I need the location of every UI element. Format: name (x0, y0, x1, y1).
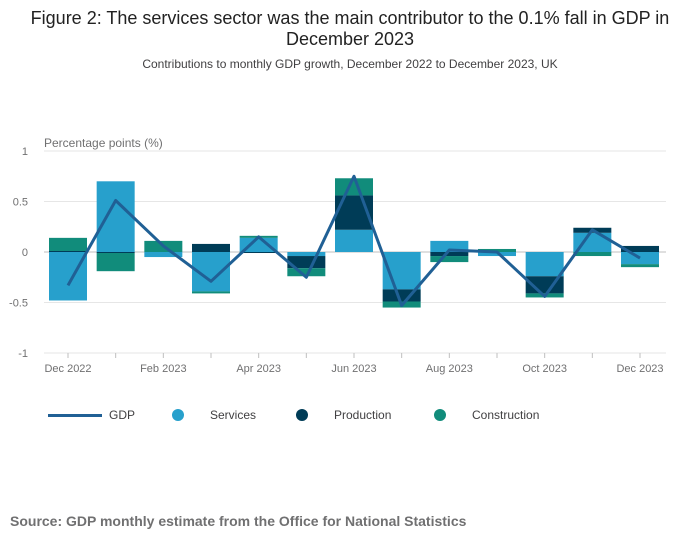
bar-construction (49, 237, 87, 251)
bar-construction (335, 178, 373, 196)
bar-services (96, 181, 135, 252)
bar-services (287, 252, 326, 257)
source-note: Source: GDP monthly estimate from the Of… (10, 513, 467, 529)
y-tick-label: 0.5 (13, 197, 28, 209)
chart-subtitle: Contributions to monthly GDP growth, Dec… (142, 57, 558, 71)
chart-title: Figure 2: The services sector was the ma… (30, 8, 670, 49)
legend-label-production: Production (334, 408, 392, 422)
x-tick-label: Dec 2022 (44, 363, 91, 375)
bar-production (430, 252, 469, 257)
x-tick-label: Oct 2023 (522, 363, 567, 375)
bar-services (525, 252, 564, 277)
chart-plot: 1 0.5 0 -0.5 -1 Percentage points (%) Dec 2022… (9, 136, 666, 375)
bar-construction (430, 256, 469, 263)
x-tick-label: Feb 2023 (140, 363, 186, 375)
bar-services (144, 252, 183, 258)
legend-swatch-construction (434, 409, 446, 421)
bar-production (621, 245, 659, 252)
y-tick-label: 0 (22, 247, 28, 259)
x-tick-label: Apr 2023 (236, 363, 281, 375)
y-axis-title: Percentage points (%) (44, 136, 163, 150)
legend-swatch-gdp (48, 413, 102, 417)
bar-services (335, 229, 373, 252)
bar-construction (96, 253, 135, 272)
bar-services (573, 232, 612, 252)
legend-label-gdp: GDP (109, 408, 136, 422)
bar-production (96, 252, 135, 254)
legend-item-production: Production (296, 408, 391, 422)
x-tick-label: Jun 2023 (331, 363, 376, 375)
chart-legend: GDP Services Production Construction (0, 408, 700, 426)
gdp-line (66, 174, 641, 308)
legend-item-gdp: GDP (48, 408, 135, 422)
bar-services (430, 240, 469, 252)
bar-construction (192, 291, 230, 294)
bar-production (192, 243, 230, 252)
y-tick-label: 1 (22, 146, 28, 158)
bar-construction (287, 268, 326, 277)
bar-construction (621, 264, 659, 268)
bar-construction (478, 248, 516, 252)
legend-label-construction: Construction (472, 408, 540, 422)
x-tick-label: Dec 2023 (616, 363, 663, 375)
bar-production (49, 250, 87, 252)
legend-swatch-production (296, 409, 308, 421)
x-tick-label: Aug 2023 (426, 363, 473, 375)
bar-services (239, 237, 278, 252)
legend-item-services: Services (172, 408, 256, 422)
bar-construction (573, 252, 612, 257)
legend-item-construction: Construction (434, 408, 539, 422)
y-tick-label: -0.5 (9, 298, 28, 310)
legend-label-services: Services (210, 408, 257, 422)
bar-production (239, 252, 278, 254)
y-tick-label: -1 (18, 348, 28, 360)
legend-swatch-services (172, 409, 184, 421)
